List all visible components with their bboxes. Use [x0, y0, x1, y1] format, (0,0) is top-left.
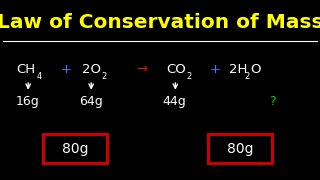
Text: CO: CO [166, 63, 186, 76]
Text: 2: 2 [186, 72, 191, 81]
Text: O: O [251, 63, 261, 76]
Text: 2H: 2H [229, 63, 247, 76]
Text: →: → [136, 63, 147, 76]
Text: CH: CH [16, 63, 35, 76]
Text: 80g: 80g [227, 141, 253, 156]
Text: 16g: 16g [15, 95, 39, 108]
Text: 2: 2 [244, 72, 249, 81]
Text: Law of Conservation of Mass: Law of Conservation of Mass [0, 13, 320, 32]
Text: ?: ? [269, 95, 276, 108]
Text: 4: 4 [37, 72, 42, 81]
Text: 80g: 80g [62, 141, 88, 156]
Text: +: + [210, 63, 220, 76]
Text: +: + [61, 63, 72, 76]
Text: 64g: 64g [79, 95, 103, 108]
Text: 2O: 2O [82, 63, 100, 76]
Text: 44g: 44g [163, 95, 186, 108]
Text: 2: 2 [102, 72, 107, 81]
